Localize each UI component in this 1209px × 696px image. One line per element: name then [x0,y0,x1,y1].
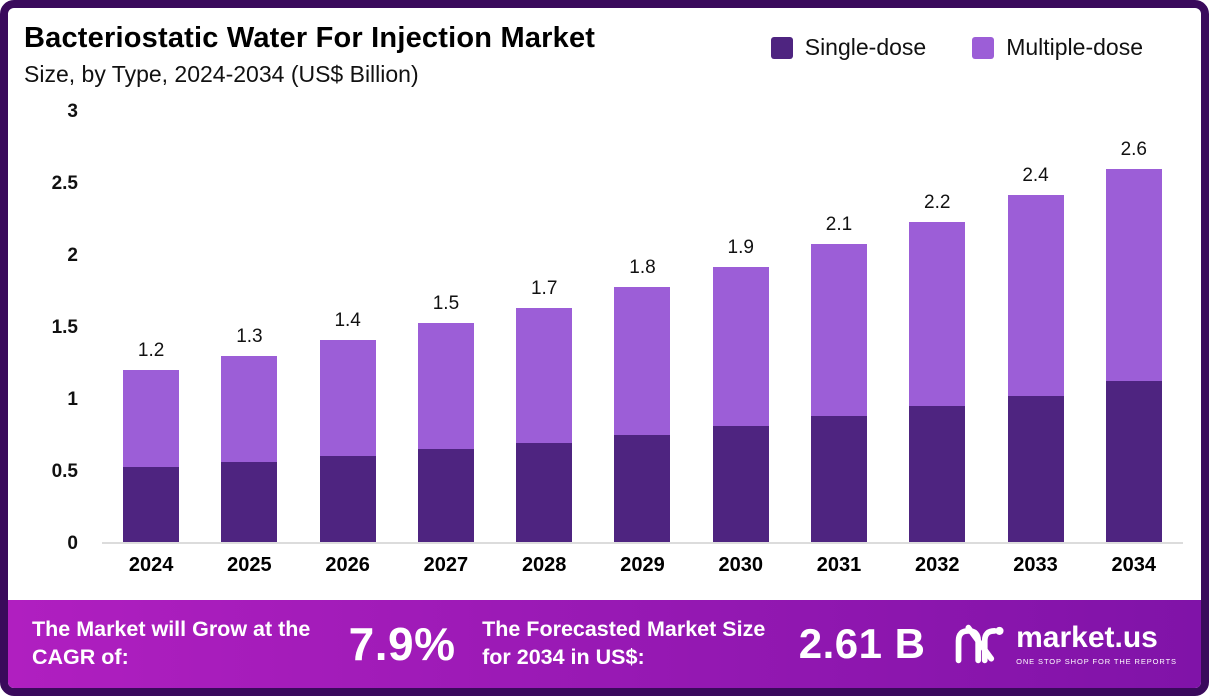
bar-column: 1.9 2030 [712,112,769,576]
bar-column: 1.3 2025 [221,112,278,576]
legend-label: Multiple-dose [1006,34,1143,60]
bar-segment-multiple-dose [810,243,867,416]
y-tick-label: 1.5 [51,317,78,338]
bar-segment-single-dose [417,448,474,542]
plot-area: 1.2 2024 1.3 2025 1.4 2026 1.5 2027 1.7 2028 1.8 20… [102,112,1183,576]
market-us-logo-icon [955,624,1004,664]
y-tick-label: 0.5 [51,461,78,483]
y-tick-label: 2.5 [51,173,78,194]
bar-total-label: 1.3 [236,325,263,347]
bar-stack [909,112,966,542]
bar-stack [221,112,278,542]
bar-stack [516,112,573,542]
bar-segment-multiple-dose [319,339,376,456]
cagr-label: The Market will Grow at the CAGR of: [32,617,311,669]
bar-stack [1007,112,1064,542]
legend-swatch [770,36,793,59]
bar-total-label: 1.7 [530,278,558,300]
bar-stack [614,112,671,542]
chart-header: Bacteriostatic Water For Injection Marke… [8,8,1201,88]
x-tick-label: 2024 [128,554,174,576]
bar-stack [1105,112,1162,542]
bar-segment-single-dose [810,415,867,542]
brand: market.us ONE STOP SHOP FOR THE REPORTS [952,622,1177,666]
bar-column: 1.8 2029 [614,112,671,576]
legend-swatch [972,36,995,59]
y-tick-label: 0 [67,533,78,554]
bar-column: 1.5 2027 [417,112,474,576]
forecast-value: 2.61 B [798,620,926,667]
bar-column: 1.4 2026 [319,112,376,576]
bar-column: 2.4 2033 [1007,112,1064,576]
bar-segment-multiple-dose [417,322,474,449]
bar-total-label: 2.2 [924,192,951,214]
x-tick-label: 2027 [423,554,469,576]
bar-stack [123,112,180,542]
chart-title: Bacteriostatic Water For Injection Marke… [24,22,596,54]
bar-stack [810,112,867,542]
bar-segment-multiple-dose [909,222,966,406]
bar-total-label: 1.2 [137,340,165,361]
bar-segment-multiple-dose [712,266,769,426]
bar-stack [319,112,376,542]
bar-total-label: 2.6 [1120,139,1147,161]
bar-segment-single-dose [516,443,573,542]
bar-segment-multiple-dose [221,355,278,462]
x-tick-label: 2034 [1111,554,1157,576]
brand-text: market.us ONE STOP SHOP FOR THE REPORTS [1016,620,1177,666]
y-tick-label: 2 [67,245,78,267]
legend-label: Single-dose [804,34,927,60]
bar-total-label: 2.1 [825,213,853,235]
y-tick-label: 1 [67,389,78,411]
y-tick-label: 3 [67,101,78,122]
bar-segment-single-dose [221,461,278,542]
bar-column: 2.1 2031 [810,112,867,576]
stacked-bar-chart: 0 0.5 1 1.5 2 2.5 3 1.2 2024 1.3 2025 1.4 2026 1.5 20… [8,101,1201,576]
bar-segment-single-dose [909,405,966,542]
footer-banner: The Market will Grow at the CAGR of: 7.9… [8,600,1201,688]
chart-legend: Single-dose Multiple-dose [770,34,1143,61]
bar-segment-single-dose [712,425,769,542]
bar-segment-multiple-dose [1007,195,1064,396]
bar-segment-single-dose [1007,395,1064,542]
brand-tagline: ONE STOP SHOP FOR THE REPORTS [1016,656,1177,666]
x-tick-label: 2025 [227,554,272,576]
bar-total-label: 1.4 [334,309,361,331]
bar-segment-multiple-dose [516,308,573,444]
bar-total-label: 1.8 [629,256,656,278]
bar-segment-multiple-dose [123,370,180,468]
brand-name: market.us [1016,620,1158,654]
x-tick-label: 2033 [1013,554,1058,576]
bar-segment-single-dose [1105,381,1162,542]
x-tick-label: 2029 [620,554,665,576]
bar-column: 2.2 2032 [909,112,966,576]
x-tick-label: 2028 [521,554,567,576]
legend-item: Single-dose [770,34,927,61]
bar-segment-single-dose [614,434,671,542]
chart-subtitle: Size, by Type, 2024-2034 (US$ Billion) [24,61,419,87]
bar-stack [712,112,769,542]
bar-stack [417,112,474,542]
x-tick-label: 2030 [718,554,763,576]
bar-total-label: 1.5 [432,292,460,314]
bar-segment-single-dose [319,456,376,542]
legend-item: Multiple-dose [972,34,1143,61]
bar-column: 1.7 2028 [516,112,573,576]
x-tick-label: 2031 [816,554,862,576]
bar-segment-multiple-dose [614,286,671,435]
bar-total-label: 2.4 [1022,165,1049,187]
y-axis: 0 0.5 1 1.5 2 2.5 3 [8,101,94,554]
forecast-label: The Forecasted Market Size for 2034 in U… [482,617,766,669]
bar-segment-multiple-dose [1105,169,1162,382]
bar-column: 1.2 2024 [123,112,180,576]
cagr-value: 7.9% [348,618,456,670]
bar-column: 2.6 2034 [1105,112,1162,576]
x-tick-label: 2032 [915,554,960,576]
bar-segment-single-dose [123,467,180,542]
bar-total-label: 1.9 [727,236,754,258]
x-tick-label: 2026 [325,554,370,576]
